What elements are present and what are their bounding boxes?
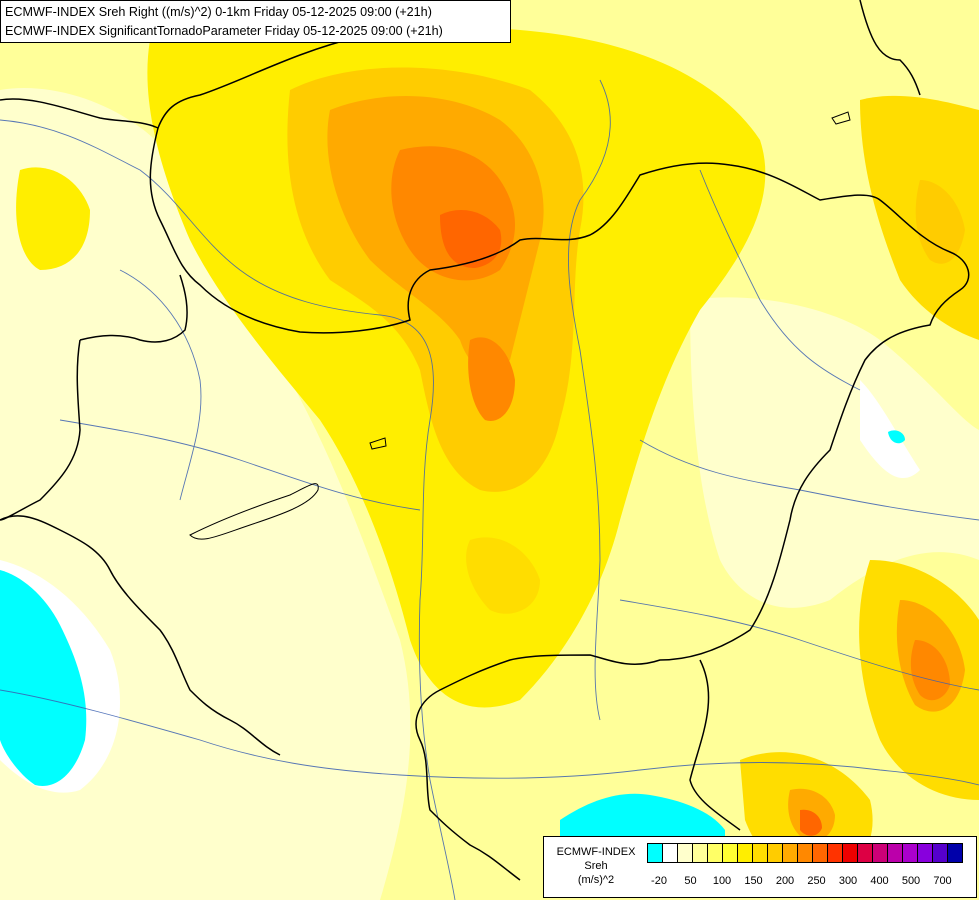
lake-balaton: [189, 483, 319, 540]
legend-swatch: [677, 843, 693, 863]
legend-swatch: [647, 843, 663, 863]
legend-swatch: [887, 843, 903, 863]
legend-swatch: [797, 843, 813, 863]
legend-tick-label: 150: [744, 875, 763, 887]
low-sreh-regions: [0, 88, 979, 900]
legend-title-variable: Sreh: [584, 860, 608, 872]
legend-swatch: [872, 843, 888, 863]
legend-tick-label: 250: [807, 875, 826, 887]
legend-tick-label: 200: [775, 875, 795, 887]
legend-ticks: -20 50 100 150 200 250 300 400 500 700: [647, 875, 977, 891]
rivers: [0, 79, 979, 900]
map-title-line2: ECMWF-INDEX SignificantTornadoParameter …: [5, 24, 443, 38]
legend-swatch: [842, 843, 858, 863]
legend-swatch: [737, 843, 753, 863]
legend-tick-label: 300: [838, 875, 858, 887]
legend-swatch: [782, 843, 798, 863]
negative-sreh-regions: [0, 430, 905, 836]
legend-tick-label: 700: [933, 875, 952, 887]
legend-swatch: [722, 843, 738, 863]
legend-swatch: [827, 843, 843, 863]
legend-title: ECMWF-INDEX Sreh (m/s)^2: [548, 845, 644, 887]
map-title-line1: ECMWF-INDEX Sreh Right ((m/s)^2) 0-1km F…: [5, 5, 432, 19]
country-borders: [0, 0, 970, 881]
legend-swatch: [857, 843, 873, 863]
legend-tick-label: 100: [712, 875, 732, 887]
map-title-box: ECMWF-INDEX Sreh Right ((m/s)^2) 0-1km F…: [0, 0, 511, 43]
legend-title-unit: (m/s)^2: [577, 874, 615, 886]
legend-swatch: [707, 843, 723, 863]
legend-tick-label: 500: [901, 875, 921, 887]
lake-velence: [369, 437, 387, 450]
legend-swatch: [752, 843, 768, 863]
legend-swatch: [947, 843, 963, 863]
legend-swatches: [647, 843, 963, 863]
legend-swatch: [692, 843, 708, 863]
legend-swatch: [902, 843, 918, 863]
color-legend: ECMWF-INDEX Sreh (m/s)^2 -20 50 100 150 200 2…: [543, 836, 977, 898]
legend-swatch: [932, 843, 948, 863]
legend-tick-label: -20: [651, 875, 667, 887]
high-sreh-regions: [287, 67, 965, 842]
legend-swatch: [662, 843, 678, 863]
legend-title-model: ECMWF-INDEX: [556, 846, 636, 858]
lakes: [189, 111, 851, 540]
legend-swatch: [917, 843, 933, 863]
legend-tick-label: 400: [870, 875, 889, 887]
lake-ne: [831, 111, 851, 125]
legend-swatch: [767, 843, 783, 863]
legend-tick-label: 50: [684, 875, 697, 887]
legend-swatch: [812, 843, 828, 863]
